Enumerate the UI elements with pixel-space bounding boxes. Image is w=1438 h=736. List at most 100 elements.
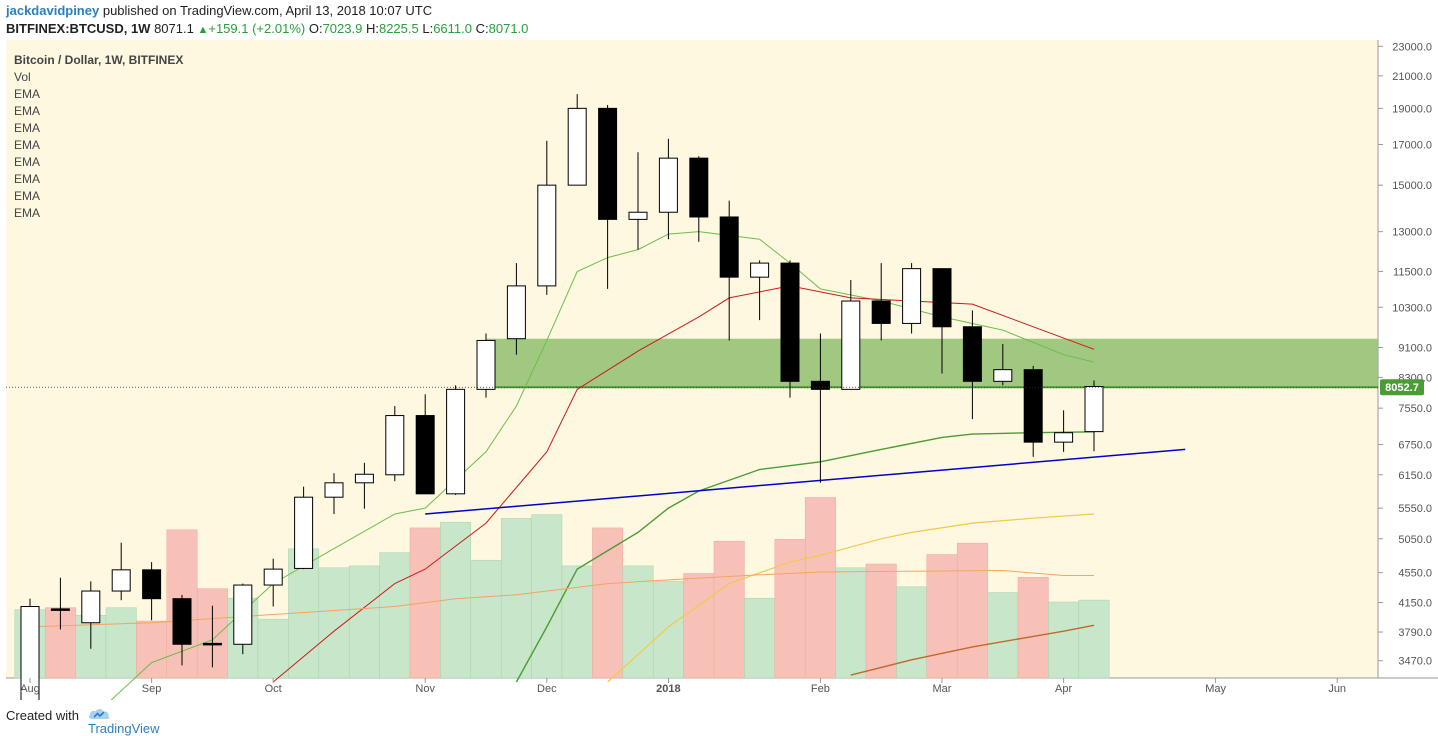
x-tick-label: Apr <box>1055 683 1072 695</box>
legend-item: EMA <box>14 87 40 101</box>
open-value: 7023.9 <box>322 21 363 36</box>
last-price: 8071.1 <box>154 21 194 36</box>
legend-item: EMA <box>14 155 40 169</box>
candle-body <box>810 380 830 390</box>
y-tick-label: 19000.0 <box>1392 103 1432 115</box>
legend-title: Bitcoin / Dollar, 1W, BITFINEX <box>14 53 183 67</box>
candle-body <box>233 584 253 645</box>
volume-bar <box>1078 599 1110 679</box>
open-label: O: <box>308 21 323 36</box>
candle-body <box>385 415 405 476</box>
y-tick-label: 6150.0 <box>1398 470 1432 482</box>
volume-bar <box>348 565 380 679</box>
tradingview-brand[interactable]: TradingView <box>88 721 160 736</box>
volume-bar <box>470 559 502 679</box>
volume-bar <box>622 565 654 679</box>
author-link[interactable]: jackdavidpiney <box>6 3 100 18</box>
volume-bar <box>652 580 684 679</box>
candle-body <box>111 569 131 592</box>
candle-body <box>780 262 800 382</box>
y-tick-label: 4150.0 <box>1398 598 1432 610</box>
price-chart[interactable]: 3470.0 3790.0 4150.0 4550.0 5050.0 5550.0 6150… <box>0 40 1438 700</box>
volume-bar <box>105 607 137 679</box>
candle-body <box>172 598 192 645</box>
tradingview-logo[interactable]: TradingView <box>88 707 160 736</box>
candles <box>20 94 1104 700</box>
last-price-badge <box>1380 379 1424 396</box>
created-with-label: Created with <box>6 708 79 723</box>
ema-line <box>850 624 1095 676</box>
candle-body <box>567 107 587 186</box>
x-tick-label: 2018 <box>656 683 680 695</box>
candle-body <box>202 642 222 646</box>
last-price-marker: 8052.7 <box>6 379 1424 396</box>
candle-body <box>902 268 922 324</box>
legend-item: EMA <box>14 172 40 186</box>
volume-bar <box>804 497 836 679</box>
y-tick-label: 3790.0 <box>1398 627 1432 639</box>
y-tick-label: 21000.0 <box>1392 71 1432 83</box>
close-value: 8071.0 <box>488 21 529 36</box>
candle-body <box>446 388 466 495</box>
y-tick-label: 9100.0 <box>1398 343 1432 355</box>
low-value: 6611.0 <box>433 21 472 36</box>
close-label: C: <box>475 21 489 36</box>
candle-body <box>20 606 40 700</box>
volume-bar <box>956 542 988 679</box>
volume-bar <box>592 527 624 679</box>
publish-info: published on TradingView.com, April 13, … <box>102 3 433 18</box>
x-tick-label: Mar <box>933 683 952 695</box>
x-tick-label: Feb <box>811 683 830 695</box>
price-axis[interactable] <box>1378 40 1438 678</box>
y-tick-label: 6750.0 <box>1398 440 1432 452</box>
candle-body <box>476 339 496 390</box>
quote-line: BITFINEX:BTCUSD, 1W 8071.1 ▲+159.1 (+2.0… <box>6 21 528 36</box>
ema-line <box>515 431 1095 683</box>
y-tick-label: 13000.0 <box>1392 227 1432 239</box>
candle-body <box>1054 432 1074 443</box>
y-tick-label: 10300.0 <box>1392 302 1432 314</box>
footer: Created with TradingView <box>0 700 1438 736</box>
y-tick-label: 7550.0 <box>1398 403 1432 415</box>
chart-area[interactable]: 3470.0 3790.0 4150.0 4550.0 5050.0 5550.0 6150… <box>0 40 1438 700</box>
volume-bar <box>713 540 745 679</box>
last-price-text: 8052.7 <box>1385 382 1419 394</box>
volume-bar <box>379 552 411 679</box>
ema-line <box>607 513 1095 683</box>
symbol-label: BITFINEX:BTCUSD, 1W <box>6 21 151 36</box>
trendline <box>425 448 1186 515</box>
y-tick-label: 17000.0 <box>1392 139 1432 151</box>
legend-item: EMA <box>14 206 40 220</box>
x-tick-label: May <box>1205 683 1226 695</box>
candle-body <box>50 608 70 611</box>
volume-bar <box>744 597 776 679</box>
x-tick-label: Jun <box>1328 683 1346 695</box>
x-tick-label: Dec <box>537 683 557 695</box>
candle-body <box>142 569 162 600</box>
resistance-zone-box <box>486 338 1378 388</box>
y-tick-label: 4550.0 <box>1398 568 1432 580</box>
y-tick-label: 5550.0 <box>1398 503 1432 515</box>
volume-bars <box>14 497 1110 679</box>
volume-bar <box>683 573 715 679</box>
candle-body <box>324 482 344 498</box>
y-tick-label: 23000.0 <box>1392 41 1432 53</box>
candle-body <box>750 262 770 278</box>
legend-item: EMA <box>14 189 40 203</box>
legend-item: Vol <box>14 70 31 84</box>
candle-body <box>993 369 1013 382</box>
y-tick-label: 15000.0 <box>1392 180 1432 192</box>
low-label: L: <box>422 21 434 36</box>
high-label: H: <box>365 21 379 36</box>
candle-body <box>932 268 952 328</box>
volume-bar <box>987 592 1019 679</box>
candle-body <box>81 590 101 624</box>
x-tick-label: Sep <box>142 683 162 695</box>
x-tick-label: Aug <box>20 683 40 695</box>
high-value: 8225.5 <box>378 21 419 36</box>
candle-body <box>689 157 709 218</box>
time-axis[interactable] <box>6 678 1438 700</box>
candle-body <box>628 211 648 220</box>
volume-bar <box>1048 601 1080 679</box>
y-axis-ticks: 3470.0 3790.0 4150.0 4550.0 5050.0 5550.0 6150… <box>1378 41 1432 668</box>
